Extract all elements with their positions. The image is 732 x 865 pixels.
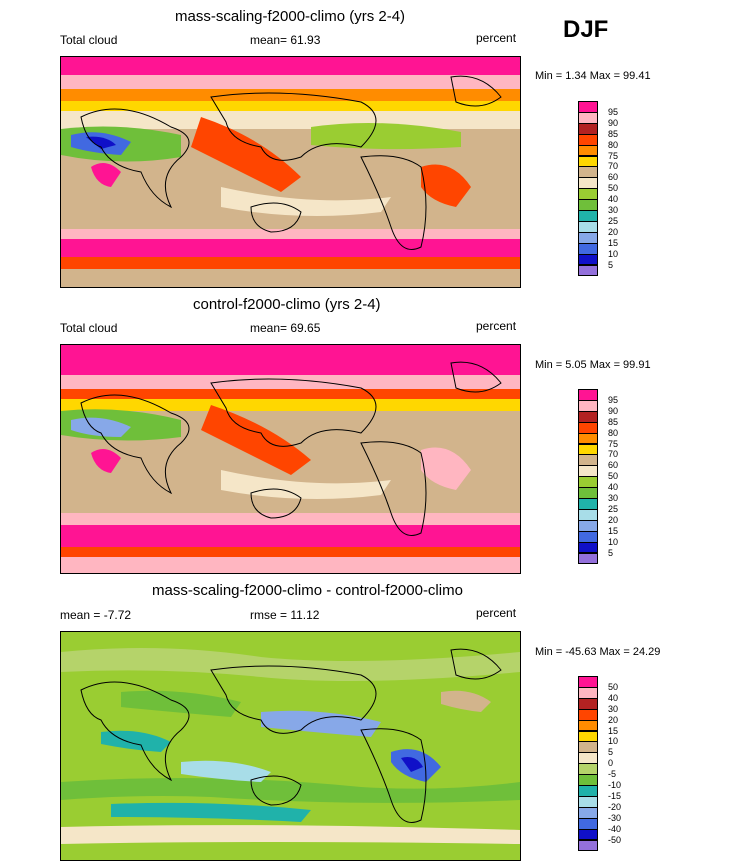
colorbar-label: 0 [608,758,614,769]
colorbar-label: 85 [608,128,619,139]
colorbar-label: 20 [608,226,619,237]
colorbar-label: 40 [608,194,619,205]
colorbar-label: 70 [608,449,619,460]
panel-3-rmse-label: rmse = 11.12 [250,608,320,622]
panel-1-units-label: percent [476,31,517,45]
colorbar-label: 25 [608,503,619,514]
colorbar-label: 85 [608,416,619,427]
panel-1-minmax: Min = 1.34 Max = 99.41 [535,70,651,82]
panel-3-map [60,631,521,861]
colorbar-label: 15 [608,525,619,536]
colorbar-label: 95 [608,394,619,405]
panel-1-left-label: Total cloud [60,33,118,47]
colorbar-label: 30 [608,205,619,215]
colorbar-label: 60 [608,460,619,471]
colorbar-label: -15 [608,790,622,801]
colorbar-label: -50 [608,834,622,845]
colorbar-label: 70 [608,161,619,172]
colorbar-label: 50 [608,471,619,482]
colorbar-label: 20 [608,514,619,525]
colorbar-label: -5 [608,769,617,780]
colorbar-swatch [578,839,598,852]
colorbar-label: -10 [608,780,622,790]
colorbar-label: 75 [608,150,619,161]
colorbar-label: 25 [608,215,619,226]
colorbar-swatch [578,552,598,565]
panel-3-mean-label: mean = -7.72 [60,608,132,622]
panel-3-minmax: Min = -45.63 Max = 24.29 [535,646,661,658]
panel-3-units-label: percent [476,606,517,620]
panel-1-map [60,56,521,288]
colorbar-label: 10 [608,536,619,547]
season-label: DJF [563,16,609,43]
colorbar-label: 75 [608,438,619,449]
colorbar-label: 10 [608,248,619,259]
colorbar-label: 40 [608,482,619,493]
colorbar-label: 10 [608,736,619,747]
colorbar-label: 60 [608,172,619,183]
colorbar-label: 30 [608,493,619,503]
panel-1-mean-label: mean= 61.93 [250,33,321,47]
colorbar-label: 15 [608,725,619,736]
colorbar-label: 90 [608,405,619,416]
colorbar-label: 40 [608,692,619,703]
colorbar-label: 15 [608,237,619,248]
panel-2-mean-label: mean= 69.65 [250,321,321,335]
panel-2-left-label: Total cloud [60,321,118,335]
colorbar-label: 95 [608,106,619,117]
panel-3-title: mass-scaling-f2000-climo - control-f2000… [152,582,463,599]
panel-1-title: mass-scaling-f2000-climo (yrs 2-4) [175,8,406,25]
colorbar-label: 50 [608,681,619,692]
colorbar-label: 80 [608,139,619,150]
colorbar-label: 30 [608,703,619,714]
colorbar-label: 5 [608,747,614,758]
colorbar-swatch [578,264,598,277]
panel-2-title: control-f2000-climo (yrs 2-4) [193,296,381,313]
colorbar-label: 50 [608,183,619,194]
panel-2-map [60,344,521,574]
colorbar-label: 80 [608,427,619,438]
colorbar-label: 5 [608,259,614,270]
colorbar-label: -20 [608,801,622,812]
colorbar-label: -40 [608,823,622,834]
colorbar-label: 20 [608,714,619,725]
colorbar-label: 5 [608,547,614,558]
panel-2-units-label: percent [476,319,517,333]
colorbar-label: -30 [608,812,622,823]
colorbar-label: 90 [608,117,619,128]
panel-2-minmax: Min = 5.05 Max = 99.91 [535,359,651,371]
